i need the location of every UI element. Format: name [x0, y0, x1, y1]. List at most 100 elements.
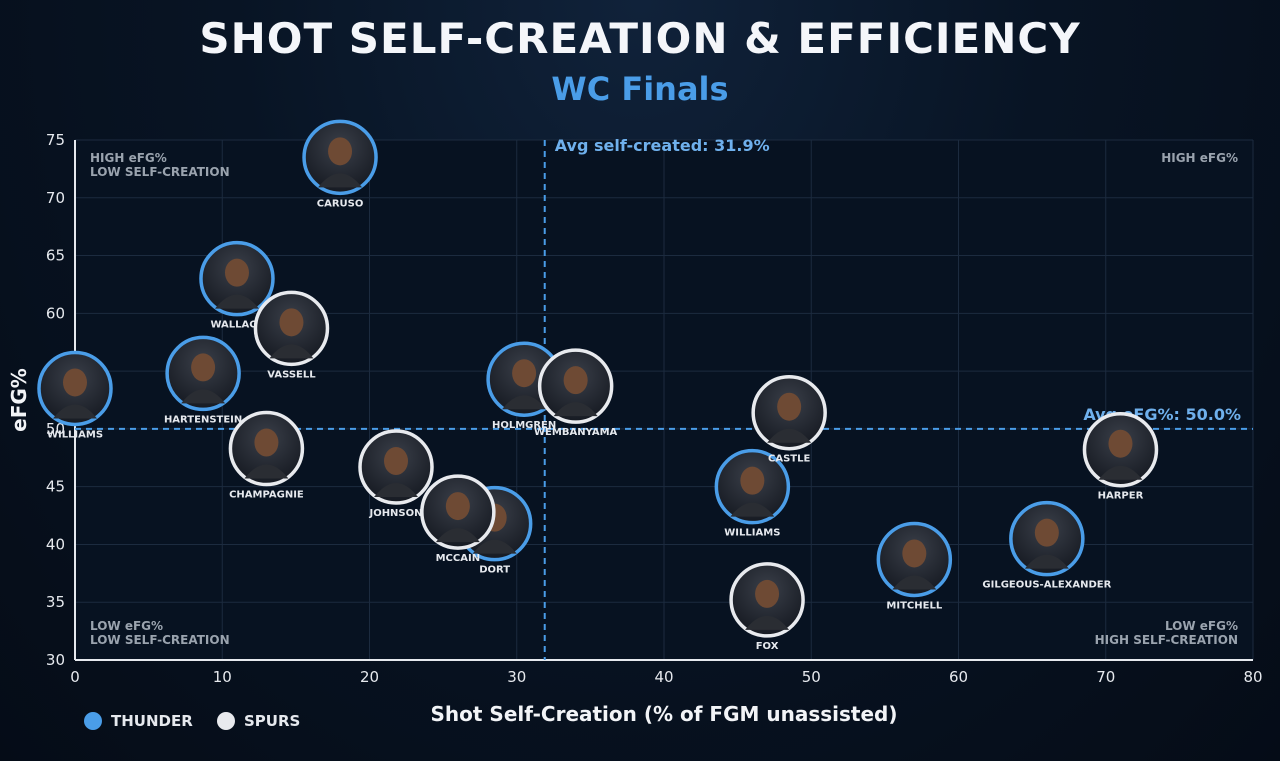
point-label: DORT [479, 565, 510, 576]
tick-labels: 0102030405060708030354045505560657075 [46, 131, 1263, 686]
point-label: WILLIAMS [47, 429, 103, 440]
player-head-icon [740, 466, 765, 495]
player-head-icon [755, 579, 780, 608]
point-label: HARPER [1098, 491, 1144, 502]
data-point-champagnie: CHAMPAGNIE [228, 410, 305, 501]
quadrant-label-top-right: HIGH eFG% [1161, 151, 1238, 165]
y-tick-label: 40 [46, 535, 65, 553]
x-tick-label: 80 [1243, 668, 1262, 686]
player-shoulders-icon [244, 464, 289, 479]
data-point-gilgeous-alexander: GILGEOUS-ALEXANDER [982, 500, 1112, 591]
player-head-icon [63, 368, 87, 397]
player-head-icon [445, 492, 470, 521]
quadrant-label-bottom-left: LOW eFG% [90, 619, 163, 633]
data-point-johnson: JOHNSON [358, 429, 434, 519]
player-shoulders-icon [318, 173, 363, 188]
x-tick-label: 40 [654, 668, 673, 686]
quadrant-label-bottom-right: HIGH SELF-CREATION [1095, 633, 1238, 647]
chart-subtitle: WC Finals [551, 70, 729, 108]
player-shoulders-icon [502, 395, 547, 410]
player-head-icon [1034, 518, 1059, 547]
legend-thunder: THUNDER [84, 712, 193, 730]
point-label: WALLACE [210, 320, 263, 331]
y-axis-label: eFG% [7, 368, 31, 432]
x-axis-label: Shot Self-Creation (% of FGM unassisted) [431, 702, 898, 726]
data-point-caruso: CARUSO [302, 119, 378, 209]
point-label: MITCHELL [886, 600, 942, 611]
data-point-harper: HARPER [1082, 411, 1159, 502]
data-point-fox: FOX [729, 562, 805, 652]
spurs-legend-dot [217, 712, 235, 730]
player-head-icon [512, 359, 537, 388]
point-label: HARTENSTEIN [164, 414, 242, 425]
x-tick-label: 70 [1096, 668, 1115, 686]
data-points: CARUSO WALLACE HARTENSTEIN WILLIAMS HOLMGREN… [37, 119, 1159, 652]
point-label: VASSELL [267, 369, 316, 380]
x-tick-label: 30 [507, 668, 526, 686]
player-shoulders-icon [892, 575, 937, 590]
y-tick-label: 50 [46, 420, 65, 438]
data-point-williams: WILLIAMS [37, 350, 113, 440]
quadrant-label-top-left: HIGH eFG% [90, 151, 167, 165]
player-head-icon [279, 308, 304, 337]
avg-self-created-label: Avg self-created: 31.9% [555, 136, 770, 155]
player-shoulders-icon [269, 344, 314, 359]
point-label: CARUSO [317, 198, 364, 209]
thunder-legend-label: THUNDER [111, 712, 193, 730]
point-label: WILLIAMS [724, 528, 780, 539]
player-shoulders-icon [472, 539, 517, 554]
data-point-castle: CASTLE [751, 374, 827, 465]
y-tick-label: 30 [46, 651, 65, 669]
player-shoulders-icon [181, 389, 226, 404]
player-shoulders-icon [730, 502, 775, 517]
point-label: FOX [756, 641, 779, 652]
player-head-icon [191, 353, 216, 382]
data-point-wallace: WALLACE [199, 240, 275, 331]
data-point-williams: WILLIAMS [714, 448, 791, 539]
player-shoulders-icon [553, 402, 598, 417]
quadrant-label-bottom-left: LOW SELF-CREATION [90, 633, 230, 647]
player-shoulders-icon [374, 483, 419, 498]
y-tick-label: 45 [46, 478, 65, 496]
point-label: WEMBANYAMA [534, 427, 618, 438]
spurs-legend-label: SPURS [244, 712, 301, 730]
player-shoulders-icon [435, 528, 480, 543]
x-tick-label: 50 [802, 668, 821, 686]
x-tick-label: 0 [70, 668, 80, 686]
point-label: HOLMGREN [492, 420, 556, 431]
player-shoulders-icon [745, 615, 790, 630]
player-head-icon [254, 428, 279, 457]
y-tick-label: 35 [46, 593, 65, 611]
legend-spurs: SPURS [217, 712, 300, 730]
player-shoulders-icon [214, 294, 259, 309]
data-point-mitchell: MITCHELL [876, 521, 953, 611]
quadrant-label-bottom-right: LOW eFG% [1165, 619, 1238, 633]
chart-title: SHOT SELF-CREATION & EFFICIENCY [199, 14, 1081, 63]
data-point-vassell: VASSELL [253, 290, 330, 380]
player-shoulders-icon [53, 404, 97, 419]
y-tick-label: 75 [46, 131, 65, 149]
player-head-icon [563, 366, 588, 395]
thunder-legend-dot [84, 712, 102, 730]
player-head-icon [777, 392, 802, 421]
data-point-hartenstein: HARTENSTEIN [164, 335, 242, 425]
point-label: MCCAIN [436, 553, 480, 564]
player-head-icon [328, 137, 353, 166]
x-tick-label: 10 [213, 668, 232, 686]
player-shoulders-icon [1098, 465, 1143, 480]
player-head-icon [224, 258, 249, 287]
point-label: GILGEOUS-ALEXANDER [982, 580, 1111, 591]
y-tick-label: 70 [46, 189, 65, 207]
player-shoulders-icon [1024, 554, 1069, 569]
point-label: JOHNSON [368, 508, 422, 519]
point-label: CHAMPAGNIE [229, 490, 304, 501]
y-tick-label: 60 [46, 304, 65, 322]
player-head-icon [902, 539, 927, 568]
y-tick-label: 65 [46, 247, 65, 265]
player-head-icon [384, 447, 409, 476]
quadrant-label-top-left: LOW SELF-CREATION [90, 165, 230, 179]
player-head-icon [1108, 429, 1133, 458]
x-tick-label: 20 [360, 668, 379, 686]
